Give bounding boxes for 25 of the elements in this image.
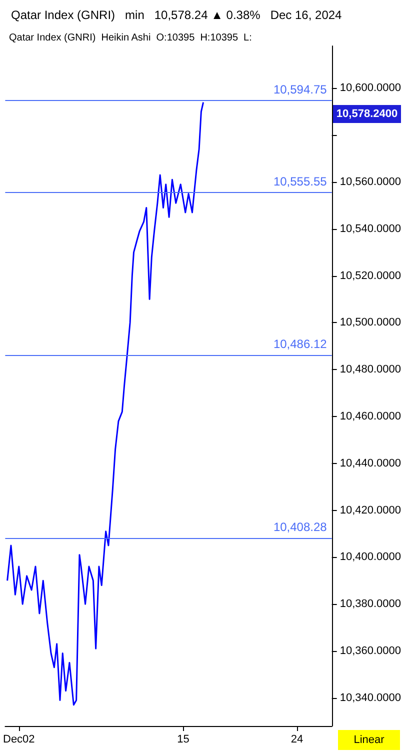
y-tick-label: 10,360.0000 bbox=[340, 644, 401, 657]
y-tick-label: 10,560.0000 bbox=[340, 176, 401, 188]
y-tick-label: 10,520.0000 bbox=[340, 270, 401, 282]
ref-line-label: 10,486.12 bbox=[273, 337, 328, 352]
ref-line-label: 10,594.75 bbox=[273, 82, 328, 97]
chart-title: Qatar Index (GNRI) min 10,578.24 ▲ 0.38% Dec 16, 2024 bbox=[11, 8, 342, 22]
y-tick-label: 10,340.0000 bbox=[340, 692, 401, 704]
y-tick-label: 10,420.0000 bbox=[340, 504, 401, 516]
x-tick-label: Dec02 bbox=[2, 734, 35, 746]
ref-line-label: 10,555.55 bbox=[273, 174, 328, 188]
y-tick-label: 10,480.0000 bbox=[340, 364, 401, 376]
text: 10,578.2400 bbox=[336, 108, 398, 120]
x-tick-label: 15 bbox=[177, 734, 190, 746]
y-tick-label: 10,500.0000 bbox=[340, 316, 401, 329]
text: Linear bbox=[354, 734, 385, 746]
y-tick-label: 10,380.0000 bbox=[340, 598, 401, 610]
y-tick-label: 10,540.0000 bbox=[340, 222, 401, 235]
chart-subtitle: Qatar Index (GNRI) Heikin Ashi O:10395 H:10395 L: bbox=[9, 32, 252, 44]
line-series bbox=[6, 102, 204, 706]
y-tick-label: 10,440.0000 bbox=[340, 457, 401, 470]
y-tick-label: 10,460.0000 bbox=[340, 410, 401, 422]
x-tick-label: 24 bbox=[290, 734, 304, 746]
ref-line-label: 10,408.28 bbox=[273, 520, 328, 534]
y-tick-label: 10,400.0000 bbox=[340, 551, 401, 564]
y-tick-label: 10,600.0000 bbox=[340, 82, 401, 94]
